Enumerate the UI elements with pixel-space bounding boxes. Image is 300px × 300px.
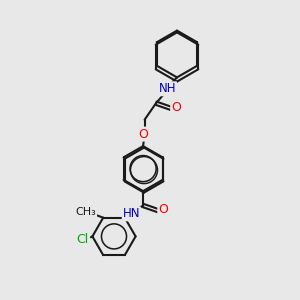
Text: Cl: Cl [76,233,88,246]
Text: O: O [171,100,181,114]
Text: O: O [138,128,148,141]
Text: NH: NH [159,82,176,95]
Text: HN: HN [123,207,140,220]
Text: CH₃: CH₃ [75,207,96,217]
Text: O: O [158,203,168,216]
